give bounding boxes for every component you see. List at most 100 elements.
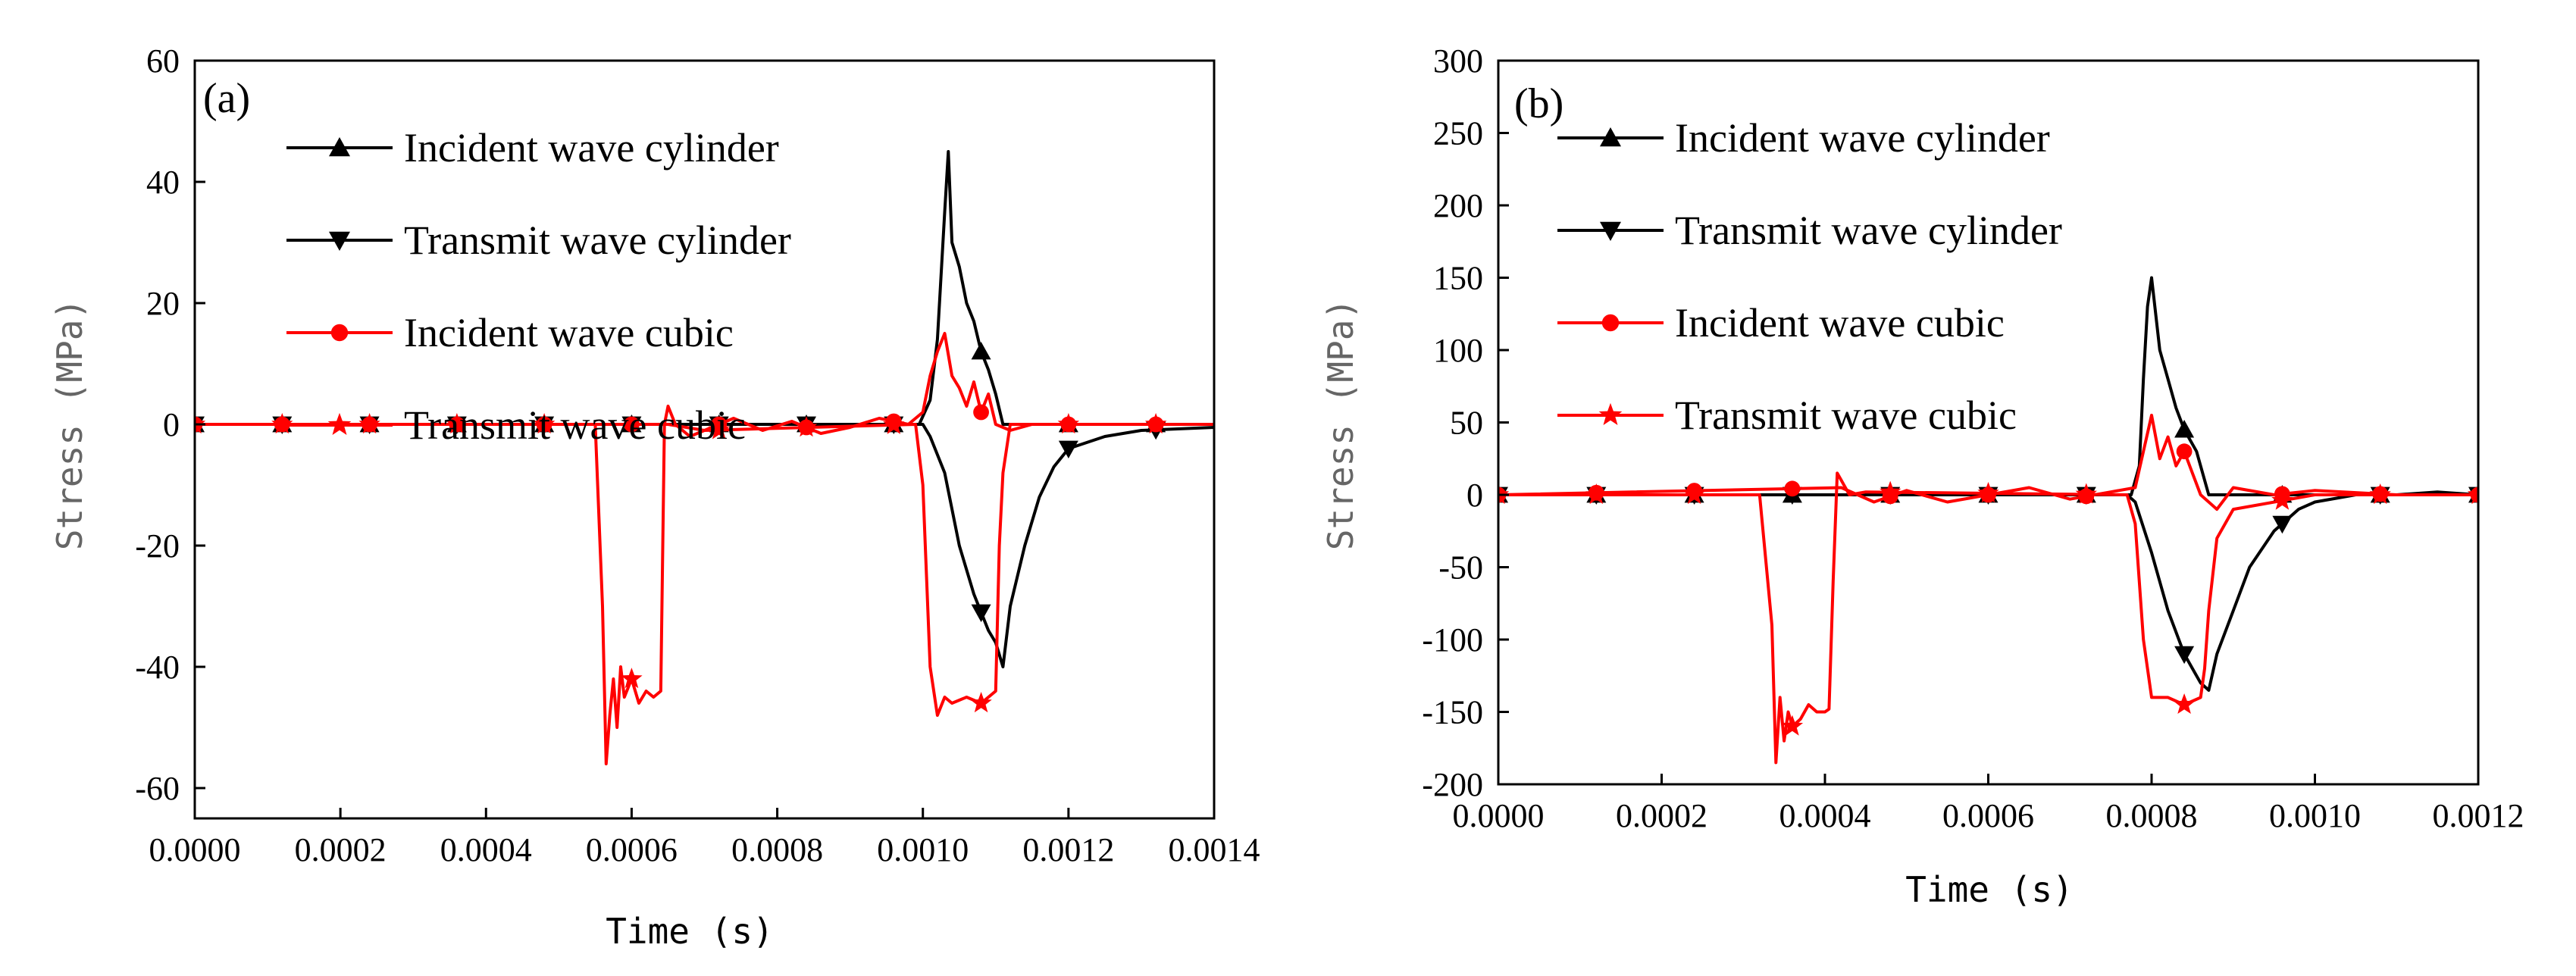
- panel-a-marker-3: [970, 692, 992, 713]
- panel-a-marker-2: [973, 404, 989, 421]
- panel-a-marker-3: [1144, 413, 1167, 434]
- panel-b-ytick-label: -100: [1422, 621, 1483, 658]
- panel-a-legend-label-2: Incident wave cubic: [404, 310, 734, 355]
- panel-b-label: (b): [1514, 80, 1563, 127]
- panel-b-legend-label-0: Incident wave cylinder: [1675, 115, 2050, 161]
- panel-b-marker-0: [2174, 420, 2195, 438]
- panel-b-xtick-label: 0.0008: [2106, 797, 2198, 834]
- panel-a-marker-0: [971, 342, 991, 360]
- panel-a-marker-1: [971, 604, 991, 622]
- panel-a-xtick-label: 0.0000: [149, 831, 241, 868]
- panel-b-ytick-label: 250: [1433, 115, 1483, 152]
- panel-b-ytick-label: 150: [1433, 260, 1483, 297]
- panel-b-legend-marker-2: [1601, 314, 1620, 332]
- panel-b-ytick-label: 100: [1433, 332, 1483, 369]
- chart-panel-a: 0.0000 0.0002 0.0004 0.0006 0.0008 0.0010 0.00…: [49, 42, 1260, 952]
- panel-a-legend-label-1: Transmit wave cylinder: [404, 217, 791, 263]
- panel-b-legend-label-1: Transmit wave cylinder: [1675, 208, 2062, 253]
- panel-a-marker-3: [533, 413, 556, 434]
- panel-b-marker-2: [1784, 480, 1801, 497]
- panel-a-marker-3: [1057, 413, 1080, 434]
- panel-a-xtick-label: 0.0012: [1022, 831, 1114, 868]
- panel-a-legend-label-3: Transmit wave cubic: [404, 402, 746, 448]
- panel-b-series-line-0: [1498, 276, 2478, 496]
- panel-a-series-line-2: [195, 332, 1214, 435]
- panel-b-xtick-label: 0.0002: [1616, 797, 1707, 834]
- panel-b-xtick-label: 0.0012: [2433, 797, 2524, 834]
- panel-b-marker-3: [1683, 483, 1705, 505]
- panel-a-series-line-3: [195, 405, 1214, 765]
- panel-a-marker-3: [358, 413, 380, 434]
- panel-b-legend-label-2: Incident wave cubic: [1675, 300, 2005, 346]
- panel-b-legend-marker-1: [1600, 221, 1621, 241]
- panel-b-marker-3: [2271, 489, 2293, 510]
- panel-b-series-line-2: [1498, 414, 2478, 511]
- panel-a-marker-3: [795, 416, 818, 437]
- panel-a-marker-1: [1058, 440, 1078, 458]
- panel-a-ytick-label: 40: [146, 164, 180, 201]
- panel-b-marker-3: [1880, 480, 1901, 502]
- panel-b-plot-area: 0.0000 0.0002 0.0004 0.0006 0.0008 0.0010 0.00…: [1422, 42, 2524, 834]
- panel-b-xtick-label: 0.0000: [1453, 797, 1545, 834]
- panel-b-marker-3: [1585, 483, 1607, 505]
- panel-a-marker-2: [624, 416, 640, 433]
- panel-a-series-line-1: [195, 423, 1214, 668]
- panel-b-ytick-label: 300: [1433, 42, 1483, 80]
- panel-a-legend-label-0: Incident wave cylinder: [404, 125, 779, 170]
- panel-a-xlabel: Time (s): [606, 911, 774, 952]
- panel-b-legend-marker-3: [1598, 402, 1623, 425]
- panel-b-xtick-label: 0.0004: [1779, 797, 1871, 834]
- panel-b-marker-2: [2176, 443, 2193, 460]
- panel-a-legend: Incident wave cylinder Transmit wave cyli…: [286, 125, 791, 448]
- panel-a-ytick-label: 20: [146, 285, 180, 322]
- panel-b-marker-3: [2467, 483, 2478, 505]
- panel-b-legend: Incident wave cylinder Transmit wave cyli…: [1557, 115, 2062, 438]
- panel-a-ylabel: Stress (MPa): [49, 299, 90, 550]
- panel-a-marker-3: [446, 413, 468, 434]
- panel-a-xtick-label: 0.0002: [295, 831, 387, 868]
- panel-b-ylabel: Stress (MPa): [1320, 299, 1361, 550]
- panel-a-plot-area: 0.0000 0.0002 0.0004 0.0006 0.0008 0.0010 0.00…: [135, 42, 1260, 868]
- panel-a-ytick-label: 0: [163, 406, 180, 443]
- panel-b-xlabel: Time (s): [1905, 869, 2074, 910]
- panel-a-legend-marker-3: [327, 412, 352, 435]
- panel-b-series-line-3: [1498, 471, 2478, 765]
- panel-a-legend-marker-0: [329, 137, 350, 157]
- panel-a-marker-3: [271, 413, 293, 434]
- panel-a-series-line-0: [195, 150, 1214, 426]
- panel-b-marker-3: [2173, 693, 2196, 714]
- panel-a-marker-3: [621, 668, 643, 689]
- panel-b-legend-label-3: Transmit wave cubic: [1675, 393, 2017, 438]
- panel-b-ytick-label: 50: [1450, 405, 1483, 442]
- chart-panel-b: 0.0000 0.0002 0.0004 0.0006 0.0008 0.0010 0.00…: [1320, 42, 2524, 910]
- panel-a-ytick-label: 60: [146, 42, 180, 80]
- panel-a-legend-marker-2: [330, 324, 349, 342]
- panel-b-marker-3: [1781, 715, 1804, 736]
- panel-a-legend-marker-1: [329, 231, 350, 251]
- panel-b-series-line-1: [1498, 490, 2478, 692]
- panel-a-xtick-label: 0.0010: [877, 831, 969, 868]
- panel-a-label: (a): [203, 75, 250, 122]
- panel-b-marker-3: [2369, 483, 2391, 505]
- panel-b-legend-marker-0: [1600, 127, 1621, 147]
- panel-a-xtick-label: 0.0006: [586, 831, 678, 868]
- panel-a-xtick-label: 0.0014: [1169, 831, 1260, 868]
- panel-a-ytick-label: -60: [135, 770, 180, 807]
- panel-b-xtick-label: 0.0006: [1942, 797, 2034, 834]
- panel-b-ytick-label: -50: [1438, 549, 1483, 587]
- panel-b-ytick-label: -150: [1422, 694, 1483, 731]
- panel-a-marker-3: [708, 418, 730, 440]
- panel-a-axes-frame: [193, 59, 1216, 820]
- panel-a-xtick-label: 0.0008: [731, 831, 823, 868]
- panel-b-xtick-label: 0.0010: [2269, 797, 2361, 834]
- panel-a-ytick-label: -20: [135, 527, 180, 565]
- panel-b-marker-1: [2272, 515, 2293, 534]
- panel-b-ytick-label: -200: [1422, 766, 1483, 803]
- panel-b-ytick-label: 0: [1466, 477, 1483, 514]
- panel-b-marker-3: [1977, 482, 1999, 503]
- panel-b-marker-3: [2075, 483, 2097, 504]
- panel-b-marker-1: [2174, 646, 2195, 665]
- panel-b-ytick-label: 200: [1433, 187, 1483, 224]
- panel-a-xtick-label: 0.0004: [440, 831, 532, 868]
